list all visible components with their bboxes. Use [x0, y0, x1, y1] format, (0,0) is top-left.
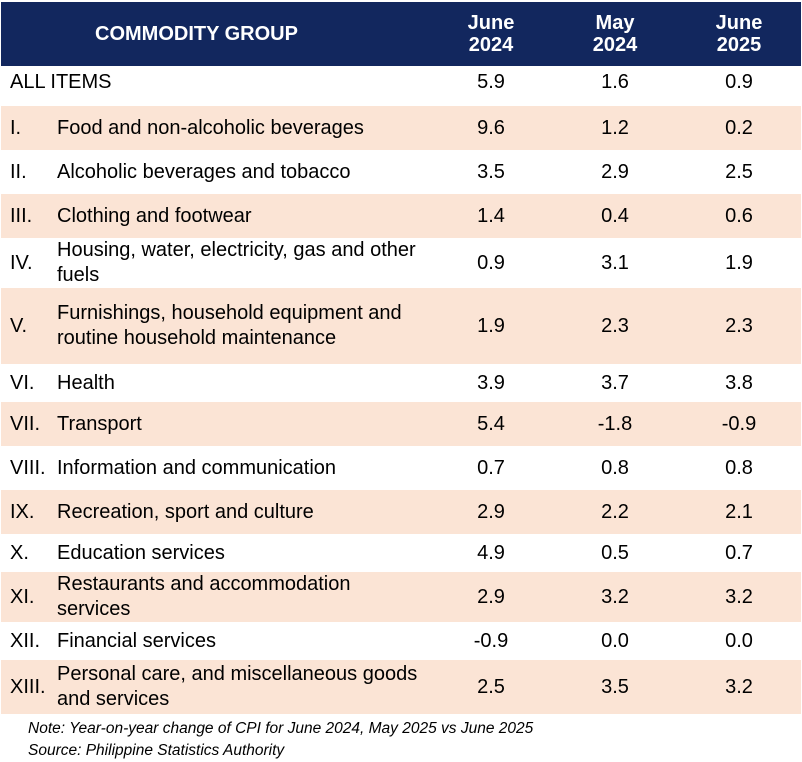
value-june-2025: 1.9	[725, 251, 753, 274]
value-june-2024: 1.4	[477, 204, 505, 227]
table-row: II. Alcoholic beverages and tobacco 3.5 2.9…	[1, 150, 801, 194]
table-body: ALL ITEMS 5.9 1.6 0.9 I. Food and non-alc…	[1, 66, 801, 714]
commodity-name: Health	[57, 371, 115, 394]
value-june-2024: 3.5	[477, 160, 505, 183]
row-number: IV.	[10, 251, 33, 274]
commodity-name: Clothing and footwear	[57, 204, 252, 227]
row-number: III.	[10, 204, 33, 227]
commodity-name: Furnishings, household equipment and rou…	[57, 302, 402, 349]
header-line2: 2024	[468, 34, 514, 56]
row-number: VI.	[10, 371, 35, 394]
row-number: XI.	[10, 585, 35, 608]
commodity-name: Food and non-alcoholic beverages	[57, 116, 364, 139]
header-line2: 2025	[716, 34, 762, 56]
value-june-2024: 4.9	[477, 541, 505, 564]
commodity-name: Personal care, and miscellaneous goods a…	[57, 663, 418, 710]
value-june-2024: 2.5	[477, 675, 505, 698]
row-number: XII.	[10, 629, 41, 652]
value-may-2024: 2.9	[601, 160, 629, 183]
row-number: VII.	[10, 412, 41, 435]
value-may-2024: 1.2	[601, 116, 629, 139]
value-june-2024: 2.9	[477, 500, 505, 523]
commodity-name: Education services	[57, 541, 225, 564]
commodity-name: Transport	[57, 412, 142, 435]
table-row: IX. Recreation, sport and culture 2.9 2.2 2.…	[1, 490, 801, 534]
table-row: VI. Health 3.9 3.7 3.8	[1, 364, 801, 402]
row-number: I.	[10, 116, 22, 139]
header-line2: 2024	[592, 34, 638, 56]
footnotes: Note: Year-on-year change of CPI for Jun…	[28, 718, 533, 762]
value-june-2024: -0.9	[473, 629, 509, 652]
value-june-2025: 2.1	[725, 500, 753, 523]
value-may-2024: 3.7	[601, 371, 629, 394]
value-june-2025: 0.2	[725, 116, 753, 139]
source-text: Source: Philippine Statistics Authority	[28, 742, 285, 759]
value-may-2024: 0.8	[601, 456, 629, 479]
table-row: VII. Transport 5.4 -1.8 -0.9	[1, 402, 801, 446]
value-june-2025: 3.2	[725, 585, 753, 608]
table-row: XII. Financial services -0.9 0.0 0.0	[1, 622, 801, 660]
table-row: IV. Housing, water, electricity, gas and …	[1, 238, 801, 288]
table-row: V. Furnishings, household equipment and r…	[1, 288, 801, 364]
header-line1: June	[715, 12, 763, 34]
value-june-2024: 0.7	[477, 456, 505, 479]
row-number: IX.	[10, 500, 35, 523]
table-row: III. Clothing and footwear 1.4 0.4 0.6	[1, 194, 801, 238]
value-june-2024: 3.9	[477, 371, 505, 394]
value-may-2024: 2.2	[601, 500, 629, 523]
value-may-2024: 0.0	[601, 629, 629, 652]
row-number: II.	[10, 160, 27, 183]
table-row: XI. Restaurants and accommodation service…	[1, 572, 801, 622]
table-row: VIII. Information and communication 0.7 0.8…	[1, 446, 801, 490]
commodity-name: Restaurants and accommodation services	[57, 573, 351, 620]
value-june-2024: 0.9	[477, 251, 505, 274]
value-may-2024: 0.5	[601, 541, 629, 564]
commodity-name: Recreation, sport and culture	[57, 500, 314, 523]
all-items-value-may-2024: 1.6	[601, 71, 629, 93]
value-june-2024: 5.4	[477, 412, 505, 435]
value-june-2025: 2.5	[725, 160, 753, 183]
row-number: V.	[10, 314, 28, 337]
row-number: VIII.	[10, 456, 46, 479]
header-june-2025: June 2025	[677, 2, 801, 66]
header-commodity-group: COMMODITY GROUP	[95, 23, 298, 45]
value-june-2025: 3.8	[725, 371, 753, 394]
value-june-2024: 2.9	[477, 585, 505, 608]
table-row: XIII. Personal care, and miscellaneous go…	[1, 660, 801, 714]
value-may-2024: 2.3	[601, 314, 629, 337]
header-line1: May	[595, 12, 635, 34]
note-text: Note: Year-on-year change of CPI for Jun…	[28, 720, 534, 737]
value-june-2024: 1.9	[477, 314, 505, 337]
value-may-2024: 3.1	[601, 251, 629, 274]
value-may-2024: 3.2	[601, 585, 629, 608]
header-june-2024: June 2024	[429, 2, 553, 66]
table-row: I. Food and non-alcoholic beverages 9.6 1.2…	[1, 106, 801, 150]
value-june-2025: 0.8	[725, 456, 753, 479]
value-june-2025: -0.9	[721, 412, 757, 435]
value-may-2024: -1.8	[597, 412, 633, 435]
commodity-name: Housing, water, electricity, gas and oth…	[57, 239, 416, 286]
value-june-2025: 3.2	[725, 675, 753, 698]
value-june-2025: 0.0	[725, 629, 753, 652]
value-june-2025: 0.6	[725, 204, 753, 227]
commodity-name: Information and communication	[57, 456, 337, 479]
row-number: XIII.	[10, 675, 46, 698]
commodity-name: Financial services	[57, 629, 216, 652]
commodity-name: Alcoholic beverages and tobacco	[57, 160, 351, 183]
value-june-2025: 2.3	[725, 314, 753, 337]
all-items-label: ALL ITEMS	[10, 71, 112, 93]
value-june-2024: 9.6	[477, 116, 505, 139]
row-number: X.	[10, 541, 29, 564]
header-may-2024: May 2024	[553, 2, 677, 66]
all-items-row: ALL ITEMS 5.9 1.6 0.9	[1, 66, 801, 106]
value-june-2025: 0.7	[725, 541, 753, 564]
header-row: COMMODITY GROUP June 2024 May 2024 June …	[1, 2, 801, 66]
header-line1: June	[467, 12, 515, 34]
all-items-value-june-2025: 0.9	[725, 71, 753, 93]
all-items-value-june-2024: 5.9	[477, 71, 505, 93]
value-may-2024: 3.5	[601, 675, 629, 698]
table-row: X. Education services 4.9 0.5 0.7	[1, 534, 801, 572]
cpi-table: COMMODITY GROUP June 2024 May 2024 June …	[1, 2, 801, 714]
value-may-2024: 0.4	[601, 204, 629, 227]
